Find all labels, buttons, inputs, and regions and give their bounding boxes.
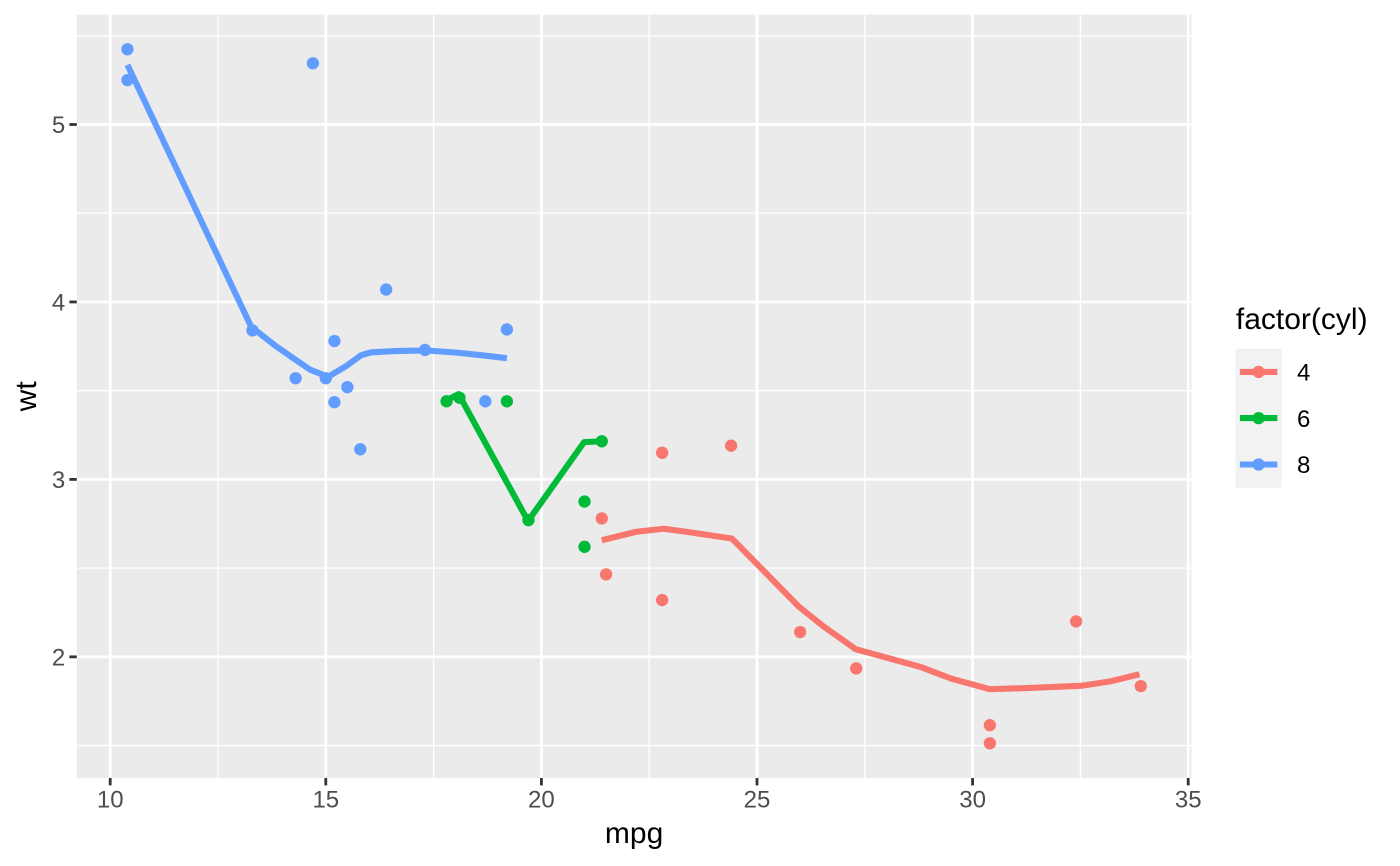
svg-text:5: 5 <box>52 112 65 139</box>
svg-text:20: 20 <box>528 787 555 814</box>
svg-text:3: 3 <box>52 467 65 494</box>
svg-text:8: 8 <box>1297 452 1310 479</box>
svg-text:wt: wt <box>10 381 43 413</box>
svg-text:10: 10 <box>97 787 124 814</box>
svg-text:15: 15 <box>312 787 339 814</box>
svg-text:35: 35 <box>1175 787 1202 814</box>
svg-text:30: 30 <box>959 787 986 814</box>
svg-text:factor(cyl): factor(cyl) <box>1236 303 1368 336</box>
svg-text:2: 2 <box>52 645 65 672</box>
svg-text:4: 4 <box>1297 360 1310 387</box>
svg-text:6: 6 <box>1297 406 1310 433</box>
svg-text:25: 25 <box>744 787 771 814</box>
svg-text:mpg: mpg <box>605 817 663 850</box>
svg-text:4: 4 <box>52 290 65 317</box>
